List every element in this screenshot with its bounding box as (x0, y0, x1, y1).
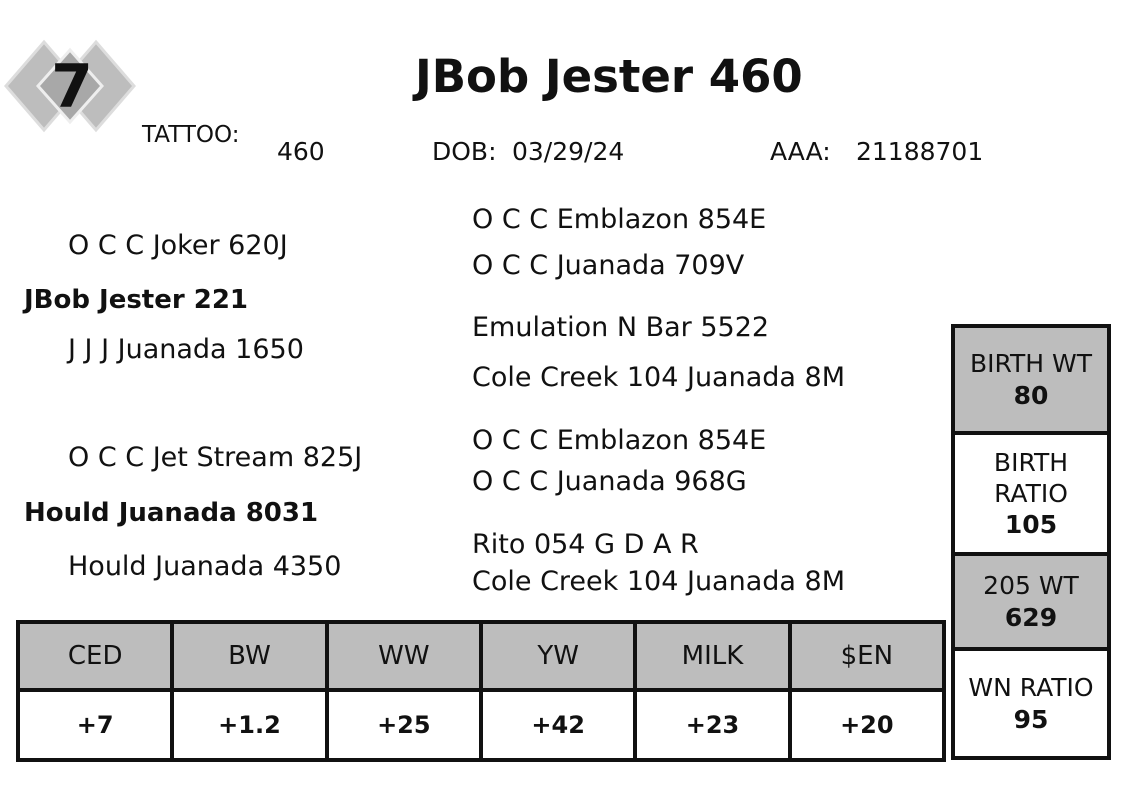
performance-value: 95 (1013, 704, 1049, 734)
epd-header: WW (324, 620, 483, 692)
epd-header: MILK (633, 620, 792, 692)
pedigree-name: Emulation N Bar 5522 (472, 312, 770, 343)
animal-name: JBob Jester 460 (415, 50, 803, 103)
performance-value: 105 (1004, 510, 1058, 540)
performance-value: 629 (1004, 602, 1058, 632)
performance-panel: BIRTH WT 80 BIRTH RATIO 105 205 WT 629 WN RATI… (951, 324, 1111, 760)
lot-badge: 7 (4, 39, 136, 133)
dob: 03/29/24 (512, 137, 625, 166)
epd-value: +25 (324, 688, 483, 762)
dob-label: DOB: (432, 137, 497, 166)
tattoo: 460 (277, 137, 325, 166)
performance-box: BIRTH WT 80 (955, 328, 1107, 436)
epd-value: +42 (478, 688, 638, 762)
epd-header: CED (15, 620, 175, 692)
pedigree-name: O C C Joker 620J (68, 230, 288, 261)
epd-header: BW (170, 620, 329, 692)
epd-value-row: +7 +1.2 +25 +42 +23 +20 (15, 688, 947, 762)
pedigree-name: O C C Emblazon 854E (472, 425, 767, 456)
pedigree-name: O C C Jet Stream 825J (68, 442, 363, 473)
pedigree-name: Rito 054 G D A R (472, 529, 699, 560)
performance-box: BIRTH RATIO 105 (955, 435, 1107, 557)
epd-header-row: CED BW WW YW MILK $EN (15, 620, 947, 692)
dam-name: Hould Juanada 8031 (24, 498, 319, 528)
epd-value: +20 (787, 688, 947, 762)
aaa-label: AAA: (770, 137, 831, 166)
performance-label: WN RATIO (968, 673, 1094, 703)
epd-header: $EN (787, 620, 947, 692)
pedigree-name: J J J Juanada 1650 (68, 334, 304, 365)
aaa: 21188701 (856, 137, 984, 166)
tattoo-label: TATTOO: (142, 122, 240, 148)
performance-label: BIRTH WT (969, 349, 1093, 379)
pedigree-name: O C C Juanada 968G (472, 466, 747, 497)
epd-value: +7 (15, 688, 175, 762)
performance-label: 205 WT (983, 571, 1079, 601)
epd-value: +23 (633, 688, 792, 762)
pedigree-name: O C C Emblazon 854E (472, 204, 767, 235)
pedigree-name: Hould Juanada 4350 (68, 551, 342, 582)
pedigree-name: Cole Creek 104 Juanada 8M (472, 362, 846, 393)
performance-value: 80 (1013, 380, 1049, 410)
pedigree-name: Cole Creek 104 Juanada 8M (472, 566, 846, 597)
performance-box: WN RATIO 95 (955, 651, 1107, 756)
lot-number: 7 (51, 52, 93, 122)
epd-table: CED BW WW YW MILK $EN +7 +1.2 +25 +42 +23 +20 (15, 620, 947, 762)
performance-label: BIRTH RATIO (993, 447, 1069, 509)
performance-box: 205 WT 629 (955, 556, 1107, 652)
sire-name: JBob Jester 221 (24, 285, 249, 315)
epd-header: YW (478, 620, 638, 692)
pedigree-name: O C C Juanada 709V (472, 250, 745, 281)
epd-value: +1.2 (170, 688, 329, 762)
